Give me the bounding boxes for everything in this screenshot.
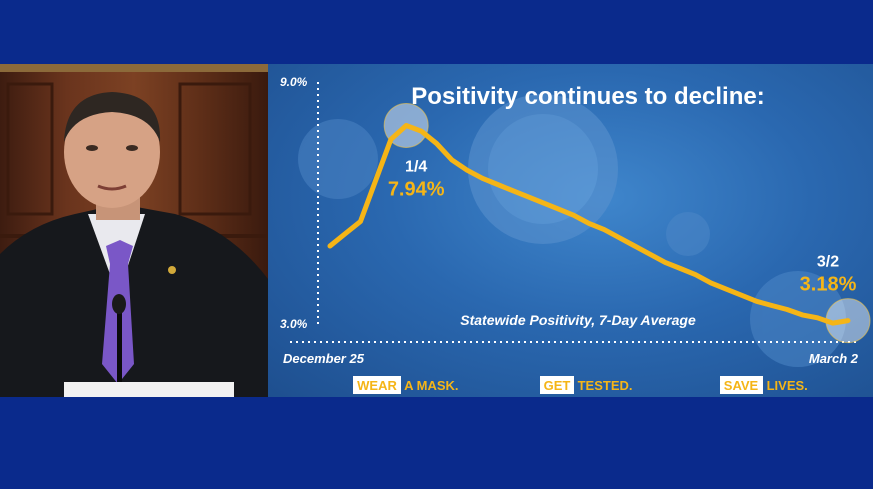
data-point-1-6 [419,129,424,134]
data-point-3-1 [830,320,835,326]
data-point-2-19 [754,299,759,304]
speaker-video [0,64,268,397]
data-point-1-2 [388,137,394,142]
annotation-peak-date: 1/4 [405,158,427,175]
data-points [327,123,851,326]
data-point-1-18 [510,188,516,193]
slogan-3-highlight-box [720,376,763,394]
data-point-1-26 [571,213,576,218]
slogan-1-rest: A MASK. [401,378,459,393]
speaker-hair [64,92,161,142]
speaker-video-panel [0,64,268,397]
wall-panel-left [6,82,54,216]
data-point-2-9 [678,266,683,271]
speaker-eye-left [86,145,98,151]
virus-graphic-small [666,212,710,256]
data-point-1-22 [541,200,546,206]
y-tick-label-bottom: 3.0% [280,317,308,331]
annotation-end-value: 3.18% [800,274,857,296]
y-tick-label-top: 9.0% [280,75,308,89]
data-point-2-15 [723,286,729,292]
desk-paper [64,382,234,397]
virus-decoration [298,94,846,367]
data-point-1-8 [434,141,439,146]
data-point-1-20 [525,194,531,199]
slogan-3-rest: LIVES. [763,378,808,393]
x-label-end: March 2 [809,351,859,366]
wall-frame-top [0,64,268,72]
chart-title: Positivity continues to decline: [411,83,764,110]
microphone-head [112,294,126,314]
virus-graphic-large-core [488,114,598,224]
slogan-wear-a-mask: WEAR A MASK. [353,376,459,394]
virus-graphic-right [750,271,846,367]
slogan-2-rest: TESTED. [574,378,633,393]
data-point-12-27 [343,231,348,236]
lapel-pin [168,266,176,274]
speaker-eye-right [126,145,138,151]
data-point-1-10 [449,157,455,163]
positivity-chart: Positivity continues to decline: 9.0% 3.… [280,75,871,394]
wall-panel-right [178,82,252,216]
data-point-1-14 [480,176,485,181]
slogan-save-lives: SAVE LIVES. [720,376,808,394]
annotation-peak-value: 7.94% [388,178,445,200]
data-point-2-23 [784,307,790,312]
data-point-1-24 [556,206,561,212]
data-point-1-4 [403,123,409,128]
slogan-1-highlight: WEAR [357,378,397,393]
microphone-stand [117,304,122,394]
data-point-2-1 [617,235,622,240]
data-point-12-31 [373,178,378,183]
slogan-1-highlight-box [353,376,401,394]
data-point-2-13 [708,280,714,286]
data-point-1-12 [464,167,470,173]
slogan-2-highlight-box [540,376,574,394]
data-point-2-25 [800,312,805,318]
x-label-start: December 25 [283,351,365,366]
data-point-2-27 [815,315,820,320]
data-point-12-25 [327,243,333,249]
data-point-2-17 [739,293,744,298]
data-point-1-16 [495,182,500,187]
data-point-2-3 [632,243,637,249]
data-point-2-5 [647,252,653,257]
series-label: Statewide Positivity, 7-Day Average [460,312,696,328]
virus-graphic-left [298,119,378,199]
speaker-face [64,96,160,208]
data-point-2-21 [769,303,775,308]
data-point-3-2 [845,318,851,323]
data-point-1-30 [602,227,607,232]
speaker-suit [0,204,268,397]
chart-panel: Positivity continues to decline: 9.0% 3.… [268,64,873,397]
speaker-mouth [97,184,127,191]
data-point-1-28 [586,221,592,226]
data-point-12-29 [358,219,363,224]
data-point-2-7 [662,260,668,265]
annotation-end-date: 3/2 [817,254,839,271]
data-point-2-11 [693,272,698,277]
slogan-2-highlight: GET [544,378,571,393]
slogan-3-highlight: SAVE [724,378,759,393]
slogan-get-tested: GET TESTED. [540,376,633,394]
